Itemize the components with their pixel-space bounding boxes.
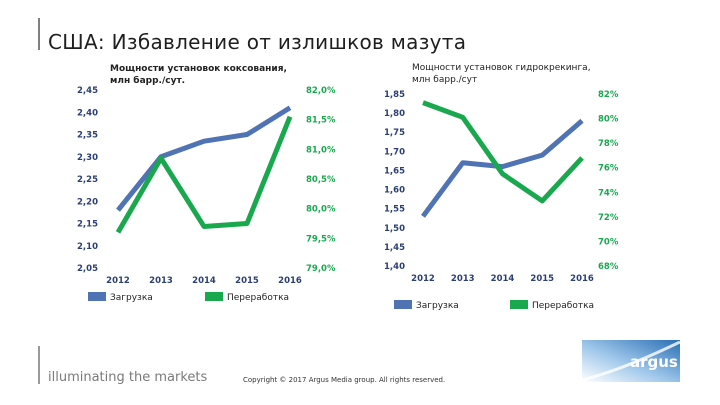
right-tick-label: 78% (598, 139, 619, 149)
legend-label-refining: Переработка (532, 301, 594, 311)
x-tick-label: 2012 (411, 274, 435, 284)
footer-accent-bar (38, 346, 40, 384)
slide-title: США: Избавление от излишков мазута (48, 30, 467, 54)
left-tick-label: 1,40 (384, 262, 405, 272)
left-tick-label: 2,35 (77, 131, 98, 141)
left-tick-label: 1,75 (384, 128, 405, 138)
x-tick-label: 2013 (149, 276, 173, 286)
series-line-refining (115, 115, 293, 234)
left-tick-label: 1,45 (384, 243, 405, 253)
left-tick-label: 2,45 (77, 86, 98, 96)
x-tick-label: 2015 (235, 276, 259, 286)
left-tick-label: 1,50 (384, 224, 405, 234)
svg-text:argus: argus (630, 353, 678, 371)
legend-swatch-load (88, 292, 106, 301)
right-tick-label: 74% (598, 188, 619, 198)
tagline: illuminating the markets (48, 370, 208, 385)
series-line-load (116, 105, 292, 212)
right-tick-label: 76% (598, 164, 619, 174)
legend-swatch-load (394, 300, 412, 309)
right-tick-label: 70% (598, 237, 619, 247)
right-tick-label: 80,5% (306, 175, 336, 185)
left-tick-label: 2,05 (77, 264, 98, 274)
legend-label-load: Загрузка (110, 293, 153, 303)
right-tick-label: 72% (598, 213, 619, 223)
right-tick-label: 79,5% (306, 234, 336, 244)
series-line-load (420, 118, 584, 218)
x-tick-label: 2016 (570, 274, 594, 284)
left-tick-label: 1,70 (384, 147, 405, 157)
chart-title-line: Мощности установок гидрокрекинга, (412, 63, 591, 73)
legend-swatch-refining (510, 300, 528, 309)
title-accent-bar (38, 18, 40, 50)
left-tick-label: 2,15 (77, 220, 98, 230)
left-tick-label: 2,10 (77, 242, 98, 252)
right-tick-label: 81,0% (306, 145, 336, 155)
x-tick-label: 2015 (530, 274, 554, 284)
right-tick-label: 68% (598, 262, 619, 272)
legend-swatch-refining (205, 292, 223, 301)
copyright-text: Copyright © 2017 Argus Media group. All … (243, 376, 446, 384)
left-tick-label: 1,85 (384, 90, 405, 100)
chart-title-line: млн барр./сут. (110, 75, 185, 86)
argus-logo: argus (582, 340, 680, 382)
left-tick-label: 1,65 (384, 166, 405, 176)
legend-label-load: Загрузка (416, 301, 459, 311)
left-tick-label: 2,30 (77, 153, 98, 163)
x-tick-label: 2014 (192, 276, 216, 286)
left-tick-label: 2,20 (77, 197, 98, 207)
right-tick-label: 82,0% (306, 86, 336, 96)
left-tick-label: 1,55 (384, 205, 405, 215)
chart-title-line: млн барр./сут (412, 75, 477, 85)
right-tick-label: 82% (598, 90, 619, 100)
left-tick-label: 2,40 (77, 108, 98, 118)
left-tick-label: 1,80 (384, 109, 405, 119)
right-tick-label: 79,0% (306, 264, 336, 274)
right-tick-label: 80% (598, 115, 619, 125)
legend-label-refining: Переработка (227, 293, 289, 303)
x-tick-label: 2016 (278, 276, 302, 286)
x-tick-label: 2014 (491, 274, 515, 284)
series-line-refining (422, 100, 584, 204)
left-tick-label: 1,60 (384, 186, 405, 196)
left-tick-label: 2,25 (77, 175, 98, 185)
right-tick-label: 80,0% (306, 205, 336, 215)
x-tick-label: 2012 (106, 276, 130, 286)
right-tick-label: 81,5% (306, 116, 336, 126)
x-tick-label: 2013 (451, 274, 475, 284)
chart-title-line: Мощности установок коксования, (110, 64, 287, 74)
